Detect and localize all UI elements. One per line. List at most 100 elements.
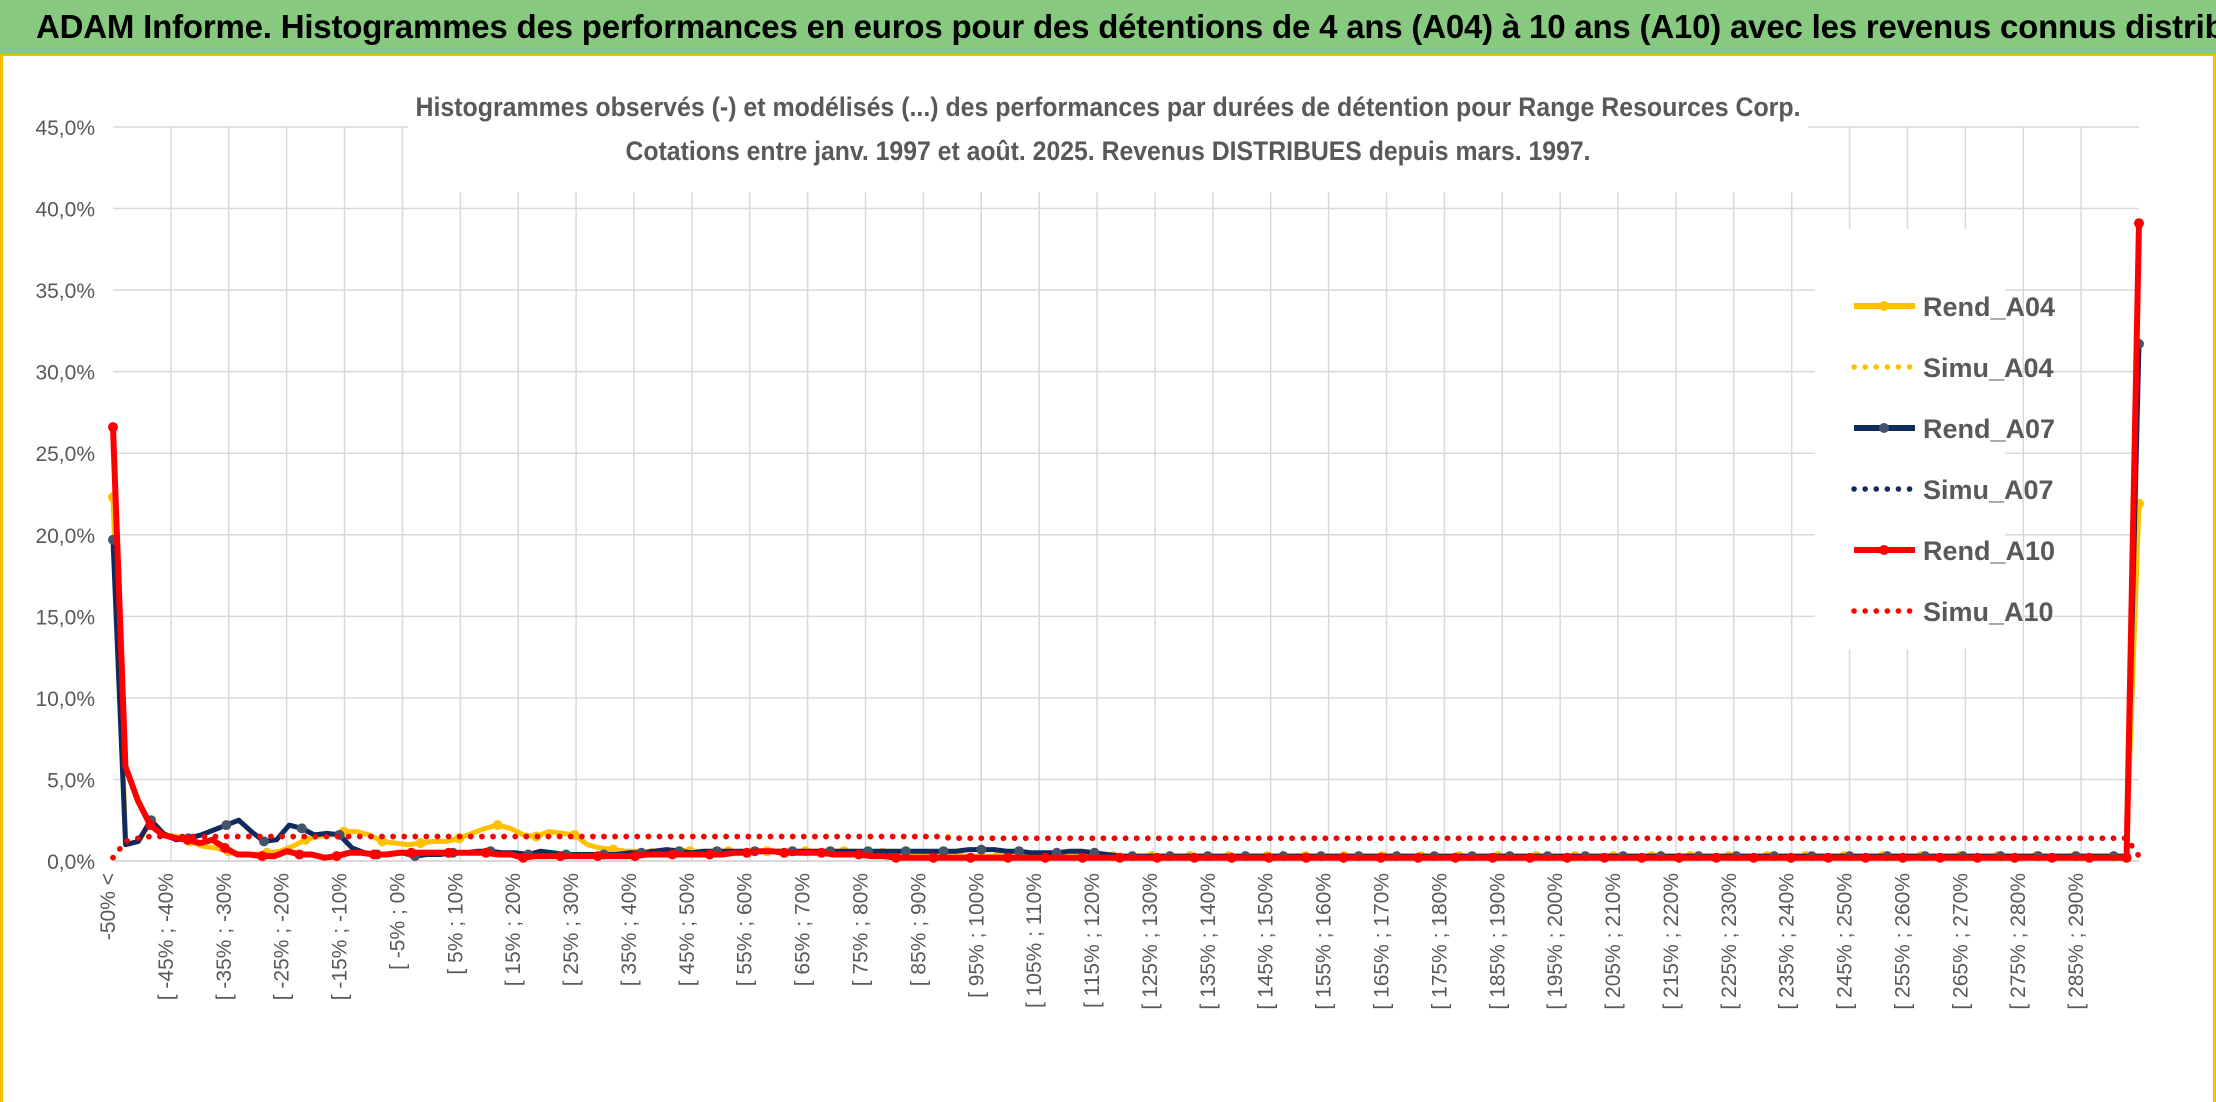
data-point bbox=[741, 847, 752, 858]
x-tick-label: [ -35% ; -30% bbox=[213, 873, 236, 1000]
data-point bbox=[2121, 852, 2132, 863]
x-tick-label: [ -15% ; -10% bbox=[329, 873, 352, 1000]
legend-item-rend-a04: Rend_A04 bbox=[1854, 292, 2055, 322]
x-tick-label: [ 95% ; 100% bbox=[965, 873, 988, 998]
data-point bbox=[1413, 852, 1424, 863]
data-point bbox=[592, 851, 603, 862]
legend-label: Simu_A04 bbox=[1923, 353, 2054, 383]
data-point bbox=[1338, 852, 1349, 863]
x-tick-label: [ 225% ; 230% bbox=[1718, 873, 1741, 1010]
x-tick-label: [ 85% ; 90% bbox=[907, 873, 930, 986]
chart-title-line1: Histogrammes observés (-) et modélisés (… bbox=[416, 92, 1801, 122]
x-tick-label: [ 35% ; 40% bbox=[618, 873, 641, 986]
data-point bbox=[1636, 852, 1647, 863]
data-point bbox=[928, 852, 939, 863]
data-point bbox=[1786, 852, 1796, 863]
data-point bbox=[1114, 852, 1125, 863]
legend-item-simu-a07: Simu_A07 bbox=[1851, 475, 2054, 505]
data-point bbox=[443, 847, 454, 858]
data-point bbox=[1487, 852, 1498, 863]
data-point bbox=[1599, 852, 1610, 863]
y-tick-label: 10,0% bbox=[35, 688, 95, 711]
y-tick-label: 30,0% bbox=[35, 362, 95, 385]
x-tick-label: [ 175% ; 180% bbox=[1428, 873, 1451, 1010]
data-point bbox=[369, 849, 379, 860]
x-tick-label: [ 245% ; 250% bbox=[1834, 873, 1857, 1010]
legend-box bbox=[1815, 229, 2005, 649]
x-tick-label: [ 65% ; 70% bbox=[792, 873, 815, 986]
data-point bbox=[1002, 852, 1013, 863]
data-point bbox=[219, 843, 230, 853]
data-point bbox=[1972, 852, 1983, 863]
data-point bbox=[145, 820, 156, 831]
data-point bbox=[2134, 218, 2144, 229]
y-axis: 0,0% 5,0% 10,0% 15,0% 20,0% 25,0% 30,0% 35,0% 40… bbox=[35, 117, 95, 874]
x-tick-label: [ 105% ; 110% bbox=[1023, 873, 1046, 1008]
report-title: ADAM Informe. Histogrammes des performan… bbox=[36, 8, 2216, 45]
data-point bbox=[1450, 852, 1461, 863]
y-tick-label: 0,0% bbox=[47, 851, 95, 874]
data-point bbox=[296, 823, 307, 834]
y-tick-label: 5,0% bbox=[47, 769, 95, 792]
data-point bbox=[1077, 852, 1088, 863]
x-axis: -50% < [ -45% ; -40% [ -35% ; -30% [ -25% ;… bbox=[97, 860, 2139, 1010]
x-tick-label: [ 255% ; 260% bbox=[1891, 873, 1914, 1010]
data-point bbox=[108, 422, 118, 433]
data-point bbox=[555, 851, 566, 862]
data-point bbox=[1711, 852, 1722, 863]
x-tick-label: [ 265% ; 270% bbox=[1949, 873, 1972, 1010]
x-tick-label: [ 55% ; 60% bbox=[734, 873, 757, 986]
data-point bbox=[1189, 852, 1200, 863]
legend-marker bbox=[1879, 545, 1889, 555]
data-point bbox=[667, 849, 678, 860]
x-tick-label: [ -5% ; 0% bbox=[386, 873, 409, 970]
data-point bbox=[630, 851, 640, 862]
data-point bbox=[853, 849, 864, 860]
data-point bbox=[182, 834, 193, 845]
legend-item-simu-a04: Simu_A04 bbox=[1851, 353, 2054, 383]
data-point bbox=[891, 852, 902, 863]
legend-marker bbox=[1879, 423, 1889, 433]
legend-item-rend-a07: Rend_A07 bbox=[1854, 414, 2055, 444]
x-tick-label: [ 275% ; 280% bbox=[2007, 873, 2030, 1010]
data-point bbox=[257, 851, 268, 862]
data-point bbox=[377, 836, 388, 847]
data-point bbox=[2084, 852, 2095, 863]
x-tick-label: [ 165% ; 170% bbox=[1370, 873, 1393, 1010]
x-tick-label: [ 115% ; 120% bbox=[1081, 873, 1104, 1008]
data-point bbox=[1823, 852, 1834, 863]
data-point bbox=[480, 847, 491, 858]
x-tick-label: [ 75% ; 80% bbox=[850, 873, 873, 986]
data-point bbox=[1375, 852, 1386, 863]
data-point bbox=[1562, 852, 1573, 863]
x-tick-label: [ 155% ; 160% bbox=[1313, 873, 1336, 1010]
x-tick-label: [ 205% ; 210% bbox=[1602, 873, 1625, 1010]
histogram-chart: 0,0% 5,0% 10,0% 15,0% 20,0% 25,0% 30,0% 35,0% 40… bbox=[35, 80, 2144, 1010]
data-point bbox=[900, 846, 911, 857]
series-rend-a10 bbox=[108, 218, 2144, 863]
legend-label: Simu_A07 bbox=[1923, 475, 2054, 505]
data-point bbox=[1014, 846, 1024, 857]
y-tick-label: 25,0% bbox=[35, 443, 95, 466]
data-point bbox=[1040, 852, 1051, 863]
series-line-simu-a10 bbox=[110, 833, 2142, 861]
x-tick-label: [ -45% ; -40% bbox=[155, 873, 178, 1000]
x-tick-label: [ 145% ; 150% bbox=[1255, 873, 1278, 1010]
legend-label: Rend_A07 bbox=[1923, 414, 2055, 444]
x-tick-label: [ 235% ; 240% bbox=[1776, 873, 1799, 1010]
x-tick-label: [ 195% ; 200% bbox=[1544, 873, 1567, 1010]
legend: Rend_A04 Simu_A04 Rend_A07 Simu_A07 Rend_A10… bbox=[1815, 229, 2055, 649]
data-point bbox=[976, 844, 987, 855]
legend-label: Rend_A10 bbox=[1923, 536, 2055, 566]
legend-marker bbox=[1879, 301, 1889, 311]
y-tick-label: 15,0% bbox=[35, 606, 95, 629]
data-point bbox=[1226, 852, 1237, 863]
y-tick-label: 40,0% bbox=[35, 199, 95, 222]
series-layer bbox=[108, 218, 2144, 863]
x-tick-label: [ 45% ; 50% bbox=[676, 873, 699, 986]
data-point bbox=[1897, 852, 1908, 863]
data-point bbox=[1301, 852, 1312, 863]
chart-frame: 0,0% 5,0% 10,0% 15,0% 20,0% 25,0% 30,0% 35,0% 40… bbox=[0, 56, 2216, 1102]
data-point bbox=[2009, 852, 2020, 863]
x-tick-label: -50% < bbox=[97, 873, 120, 940]
